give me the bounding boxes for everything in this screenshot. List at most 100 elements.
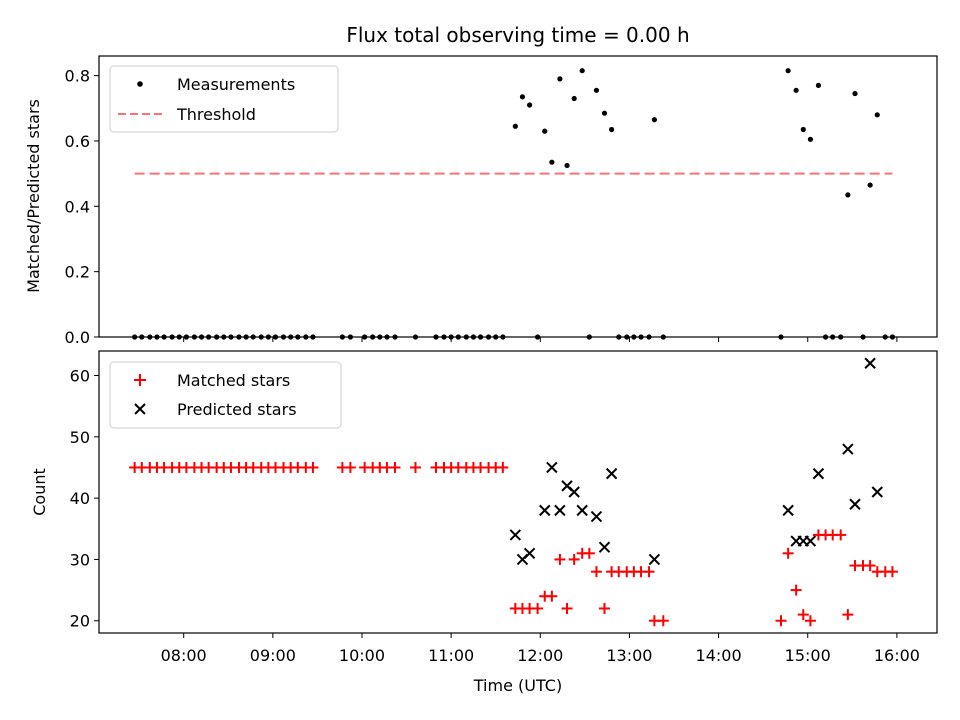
measurement-point bbox=[549, 159, 555, 165]
measurement-point bbox=[651, 117, 657, 123]
top-x-ticks bbox=[183, 337, 898, 342]
bottom-y-tick-label: 50 bbox=[70, 428, 90, 447]
bottom-x-tick-label: 12:00 bbox=[517, 646, 563, 665]
predicted-star-point bbox=[648, 553, 661, 566]
measurement-point bbox=[800, 126, 806, 133]
predicted-star-point bbox=[782, 504, 794, 517]
predicted-star-point bbox=[804, 535, 817, 547]
matched-star-point bbox=[782, 547, 794, 559]
measurement-point bbox=[807, 136, 814, 142]
predicted-star-stroke-b bbox=[523, 547, 536, 560]
legend-measurements-label: Measurements bbox=[177, 75, 295, 94]
measurement-point bbox=[852, 90, 858, 97]
measurement-point bbox=[785, 68, 791, 74]
top-y-axis-label: Matched/Predicted stars bbox=[24, 99, 43, 293]
matched-star-point bbox=[835, 529, 847, 541]
matched-star-point bbox=[657, 615, 669, 627]
matched-star-point bbox=[643, 566, 655, 578]
measurement-point bbox=[609, 126, 615, 133]
predicted-star-stroke-b bbox=[554, 504, 566, 517]
predicted-star-point bbox=[539, 504, 551, 517]
matched-star-point bbox=[797, 609, 809, 621]
predicted-star-point bbox=[546, 461, 558, 474]
predicted-star-point bbox=[871, 486, 883, 498]
legend-predicted-marker bbox=[134, 403, 146, 415]
top-legend-box bbox=[109, 65, 339, 133]
matched-star-point bbox=[598, 602, 610, 614]
predicted-star-point bbox=[864, 357, 876, 369]
measurement-point bbox=[867, 182, 873, 188]
predicted-star-stroke-b bbox=[546, 461, 558, 474]
predicted-star-stroke-b bbox=[509, 529, 522, 541]
bottom-x-ticks: 08:00 09:00 10:00 11:00 12:00 13:00 14:00 15:00… bbox=[161, 633, 920, 665]
predicted-star-stroke-b bbox=[576, 504, 588, 517]
top-y-tick-label: 0.8 bbox=[65, 67, 90, 86]
matched-star-point bbox=[561, 602, 573, 614]
predicted-star-stroke-b bbox=[864, 357, 876, 369]
top-axes-frame bbox=[98, 55, 938, 338]
measurement-point bbox=[601, 110, 608, 116]
predicted-star-point bbox=[849, 498, 861, 510]
bottom-y-axis-label: Count bbox=[30, 468, 49, 516]
predicted-star-stroke-b bbox=[590, 510, 603, 523]
predicted-star-stroke-b bbox=[871, 486, 883, 498]
matched-star-point bbox=[583, 547, 595, 559]
predicted-star-point bbox=[605, 467, 618, 480]
matched-star-point bbox=[568, 553, 580, 565]
matched-star-point bbox=[546, 590, 558, 602]
predicted-star-stroke-b bbox=[842, 443, 854, 455]
predicted-star-point bbox=[554, 504, 566, 517]
predicted-star-point bbox=[523, 547, 536, 560]
top-y-ticks: 0.0 0.2 0.4 0.6 0.8 bbox=[65, 67, 99, 347]
matched-stars-points bbox=[129, 461, 898, 627]
predicted-star-stroke-b bbox=[605, 467, 618, 480]
measurement-point bbox=[526, 102, 533, 108]
matched-star-point bbox=[307, 461, 319, 473]
predicted-stars-points bbox=[509, 357, 883, 566]
predicted-star-stroke-b bbox=[561, 480, 573, 492]
measurement-point bbox=[542, 128, 548, 134]
top-y-tick-label: 0.4 bbox=[65, 197, 90, 216]
predicted-star-point bbox=[568, 486, 580, 498]
bottom-x-tick-label: 09:00 bbox=[250, 646, 296, 665]
measurement-point bbox=[571, 95, 577, 102]
predicted-star-stroke-b bbox=[804, 535, 817, 547]
measurement-point bbox=[593, 87, 600, 93]
legend-matched-label: Matched stars bbox=[177, 371, 290, 390]
matched-star-point bbox=[409, 461, 421, 473]
bottom-x-tick-label: 08:00 bbox=[161, 646, 207, 665]
x-axis-label: Time (UTC) bbox=[473, 676, 562, 695]
predicted-star-point bbox=[812, 467, 825, 480]
matched-star-point bbox=[790, 584, 802, 596]
predicted-star-point bbox=[576, 504, 588, 517]
top-legend: Measurements Threshold bbox=[109, 65, 339, 133]
predicted-star-stroke-b bbox=[812, 467, 825, 480]
predicted-star-point bbox=[842, 443, 854, 455]
predicted-star-stroke-b bbox=[782, 504, 794, 517]
matched-star-point bbox=[590, 566, 602, 578]
predicted-star-stroke-b bbox=[849, 498, 861, 510]
bottom-y-ticks: 20 30 40 50 60 bbox=[70, 367, 99, 631]
bottom-axes-frame bbox=[98, 350, 938, 634]
bottom-x-tick-label: 13:00 bbox=[606, 646, 652, 665]
bottom-x-tick-label: 11:00 bbox=[428, 646, 474, 665]
matched-star-point bbox=[775, 615, 787, 627]
measurement-point bbox=[512, 123, 518, 129]
measurement-point bbox=[579, 68, 585, 74]
matched-star-point bbox=[804, 615, 816, 627]
measurement-point bbox=[557, 76, 563, 82]
bottom-x-tick-label: 16:00 bbox=[874, 646, 920, 665]
legend-threshold-label: Threshold bbox=[176, 105, 256, 124]
bottom-x-tick-label: 14:00 bbox=[696, 646, 742, 665]
matched-star-point bbox=[864, 560, 876, 572]
legend-predicted-label: Predicted stars bbox=[177, 400, 297, 419]
top-y-tick-label: 0.6 bbox=[65, 132, 90, 151]
measurement-point bbox=[793, 87, 799, 93]
chart-title: Flux total observing time = 0.00 h bbox=[346, 23, 689, 47]
measurement-point bbox=[874, 112, 880, 118]
legend-matched-marker bbox=[134, 374, 146, 386]
measurement-point bbox=[815, 82, 822, 89]
bottom-legend-box bbox=[109, 361, 342, 429]
bottom-panel: 20 30 40 50 60 08:00 09:00 10:00 11:00 12:00 13:0… bbox=[30, 350, 938, 695]
